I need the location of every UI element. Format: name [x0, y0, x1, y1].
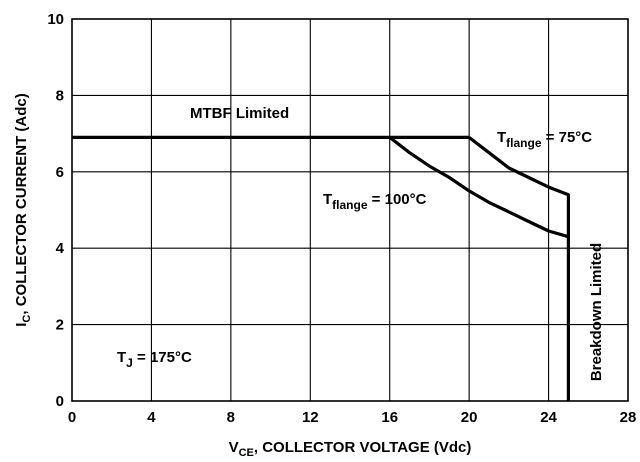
y-tick-label: 2	[56, 317, 64, 334]
y-tick-label: 6	[56, 164, 64, 181]
y-tick-label: 10	[47, 11, 64, 28]
x-tick-labels: 0 4 8 12 16 20 24 28	[68, 409, 637, 426]
y-tick-label: 8	[56, 87, 64, 104]
t-flange-100-label: Tflange = 100°C	[323, 191, 427, 212]
y-axis-title: IC, COLLECTOR CURRENT (Adc)	[13, 93, 33, 327]
x-tick-label: 4	[147, 409, 156, 426]
plot-frame	[71, 18, 629, 402]
x-axis-title: VCE, COLLECTOR VOLTAGE (Vdc)	[229, 439, 472, 459]
y-tick-label: 4	[56, 240, 65, 257]
grid-lines	[72, 19, 628, 401]
x-tick-label: 0	[68, 409, 76, 426]
y-tick-labels: 0 2 4 6 8 10	[47, 11, 64, 410]
x-tick-label: 20	[461, 409, 478, 426]
x-tick-label: 28	[620, 409, 637, 426]
tj-label: TJ = 175°C	[117, 349, 192, 370]
x-tick-label: 12	[302, 409, 319, 426]
x-tick-label: 24	[540, 409, 557, 426]
breakdown-limited-label: Breakdown Limited	[588, 243, 605, 381]
t-flange-100-line	[388, 136, 569, 239]
y-tick-label: 0	[56, 393, 64, 410]
t-flange-75-label: Tflange = 75°C	[497, 129, 592, 150]
x-tick-label: 8	[227, 409, 235, 426]
series-lines	[72, 135, 570, 401]
t-flange-75-line	[468, 136, 570, 401]
x-tick-label: 16	[381, 409, 398, 426]
mtbf-limited-label: MTBF Limited	[190, 105, 289, 122]
